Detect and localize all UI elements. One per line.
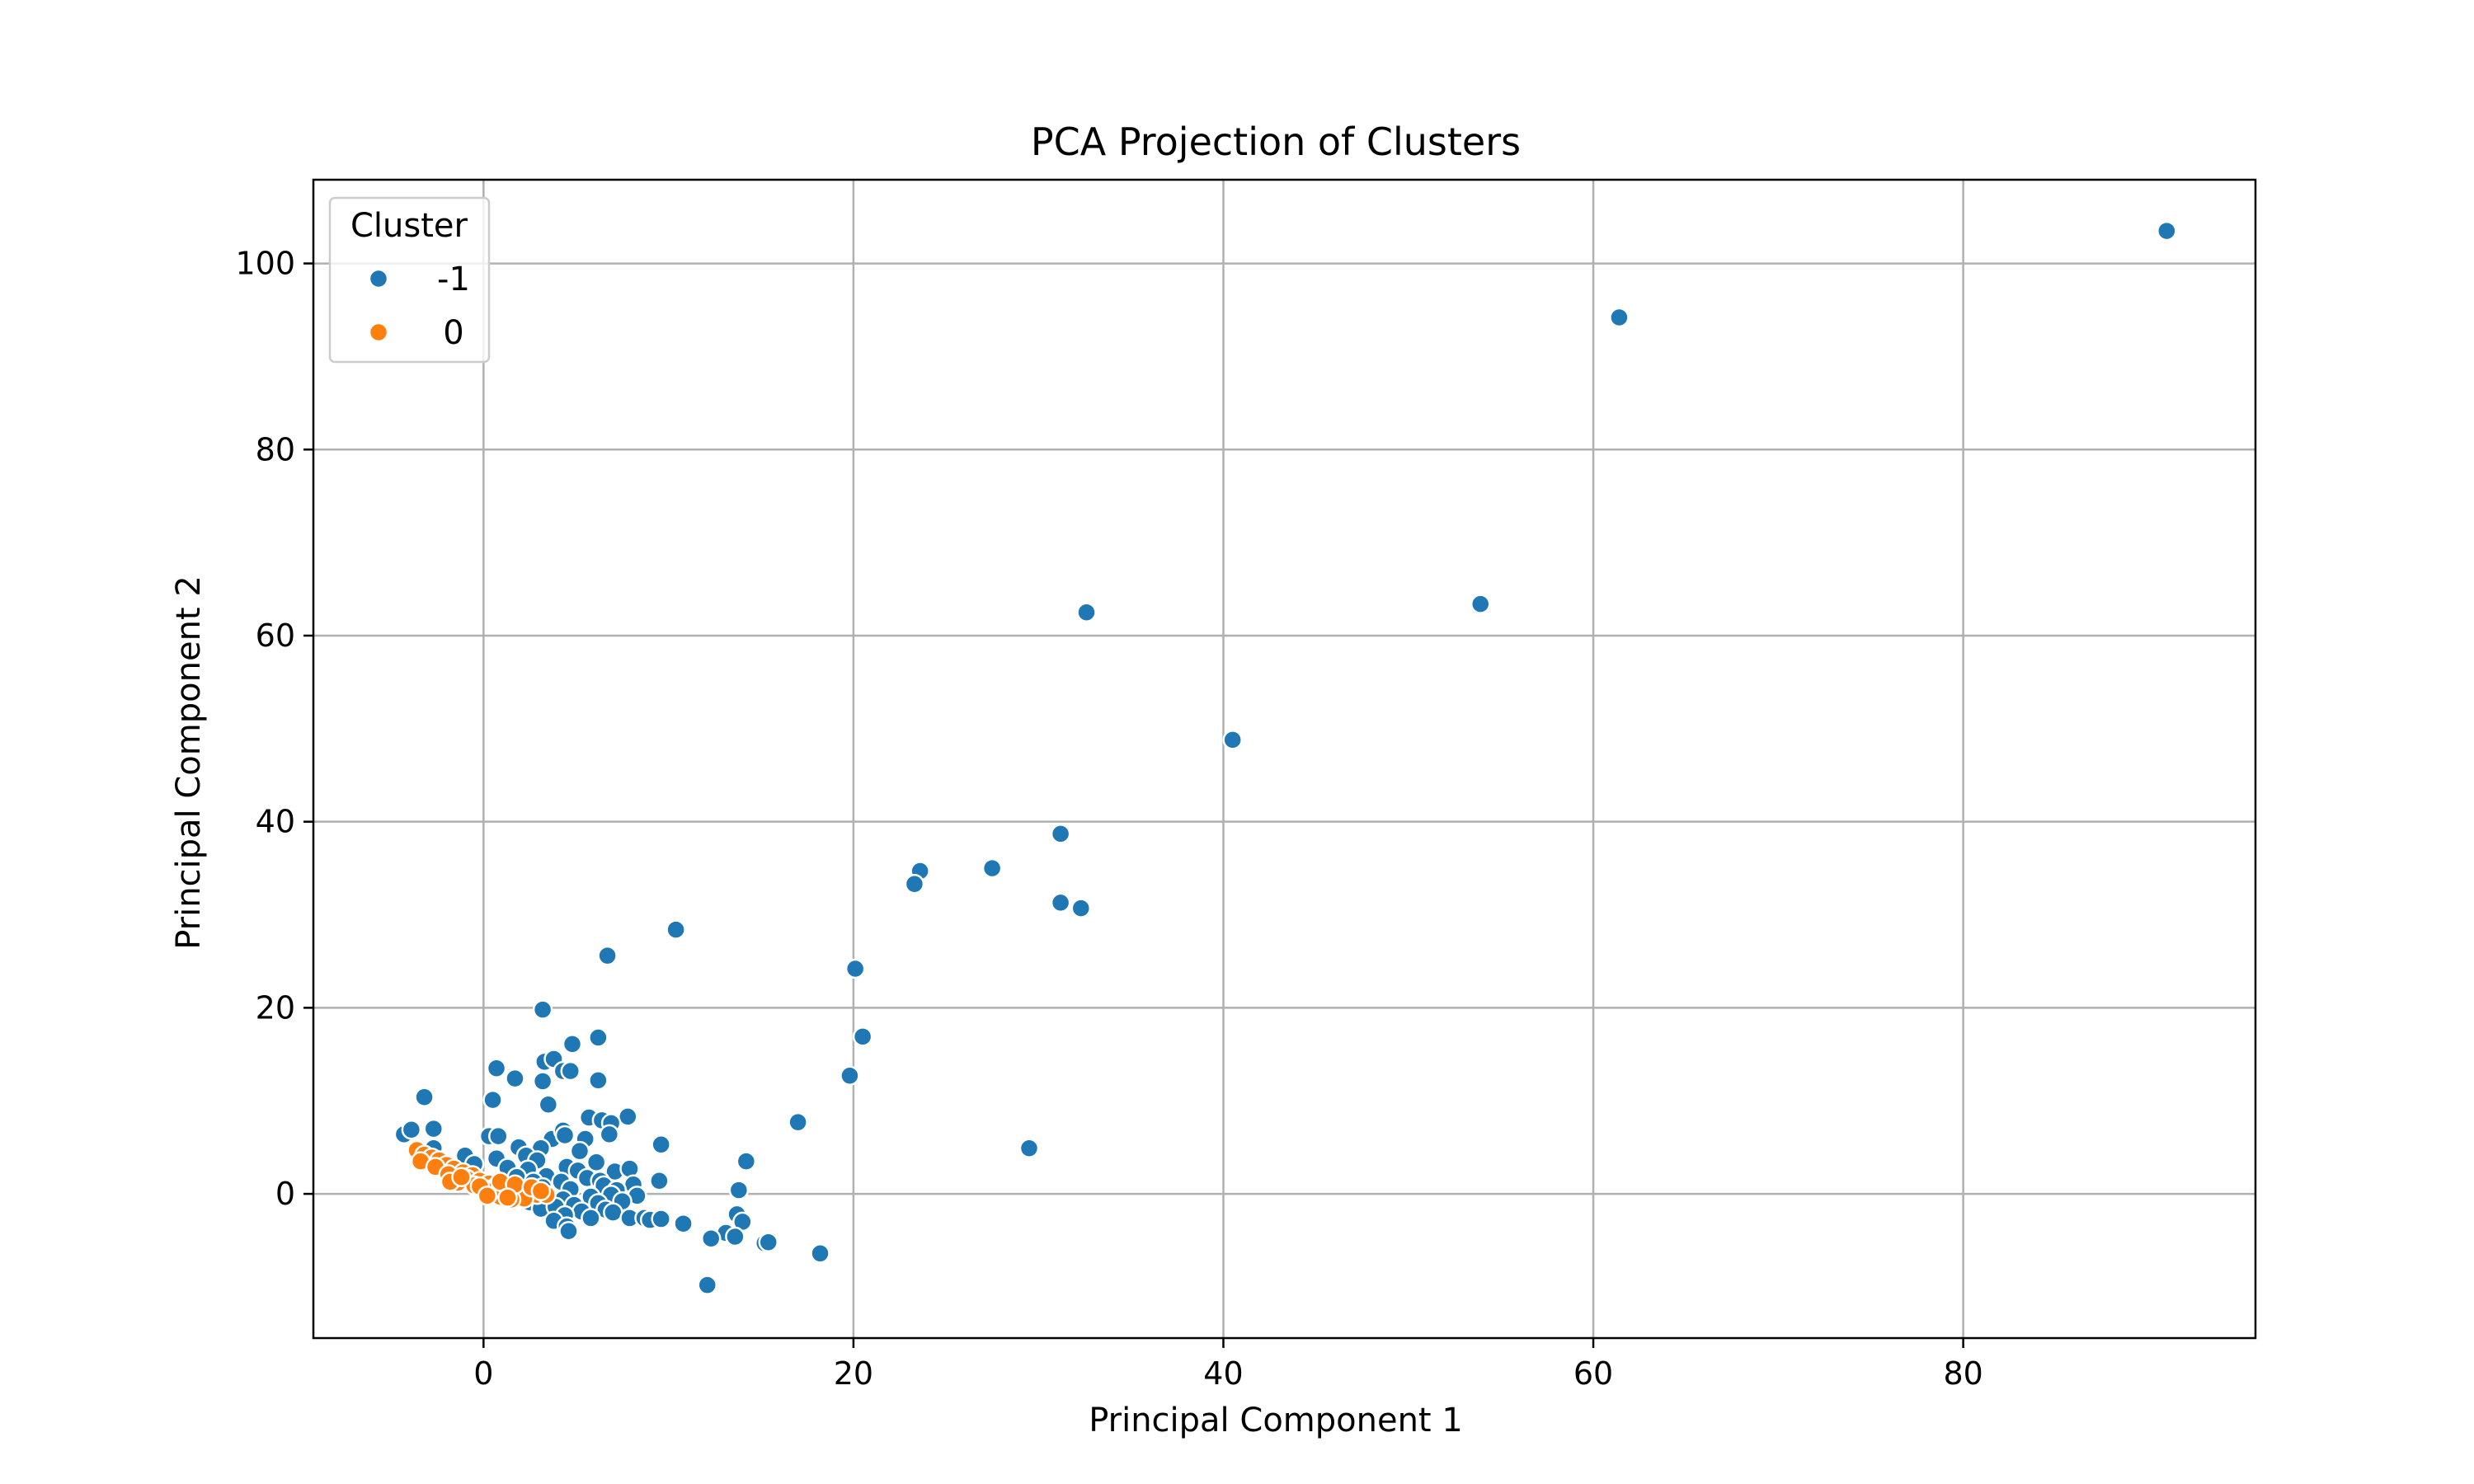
data-point-cluster--1	[852, 1026, 873, 1047]
y-tick-label: 80	[256, 431, 295, 467]
y-tick-label: 60	[256, 618, 295, 654]
data-point-cluster--1	[1222, 730, 1243, 750]
data-point-cluster--1	[588, 1070, 609, 1091]
legend-label-cluster--1: -1	[437, 261, 470, 298]
data-point-cluster--1	[649, 1171, 670, 1191]
data-point-cluster--1	[697, 1275, 717, 1295]
data-point-cluster--1	[486, 1058, 507, 1078]
y-tick-label: 40	[256, 804, 295, 840]
data-point-cluster--1	[1076, 602, 1097, 623]
data-point-cluster--1	[904, 874, 925, 895]
data-point-cluster--1	[651, 1209, 671, 1229]
axis-ticks: 0 20 40 60 80 0 20 40 60 80 100	[235, 246, 1982, 1392]
data-point-cluster--1	[728, 1180, 750, 1200]
data-point-cluster--1	[1470, 594, 1491, 614]
data-point-cluster--1	[401, 1119, 422, 1140]
x-tick-label: 40	[1203, 1355, 1243, 1392]
data-point-cluster--1	[1609, 307, 1630, 328]
data-point-cluster--1	[532, 1071, 553, 1092]
data-point-cluster--1	[725, 1226, 745, 1247]
x-axis-label: Principal Component 1	[1089, 1402, 1463, 1439]
data-point-cluster--1	[560, 1060, 581, 1082]
data-point-cluster--1	[505, 1068, 525, 1089]
data-point-cluster--1	[673, 1213, 694, 1234]
data-points	[393, 220, 2177, 1295]
data-point-cluster--1	[651, 1134, 671, 1155]
data-point-cluster-0	[451, 1167, 472, 1188]
legend-label-cluster-0: 0	[443, 314, 463, 352]
data-point-cluster--1	[1050, 892, 1071, 913]
data-point-cluster-0	[477, 1186, 498, 1206]
legend-box	[328, 196, 491, 364]
data-point-cluster--1	[569, 1140, 590, 1162]
data-point-cluster--1	[538, 1094, 559, 1115]
data-point-cluster--1	[588, 1027, 609, 1048]
data-point-cluster--1	[482, 1089, 503, 1111]
data-point-cluster--1	[603, 1202, 623, 1223]
data-point-cluster--1	[844, 958, 866, 979]
data-point-cluster--1	[581, 1208, 601, 1228]
data-point-cluster--1	[597, 945, 618, 966]
data-point-cluster--1	[1070, 898, 1092, 918]
data-point-cluster--1	[558, 1220, 579, 1242]
legend: Cluster -10	[328, 196, 491, 364]
x-tick-label: 20	[834, 1355, 873, 1392]
data-point-cluster--1	[788, 1111, 808, 1133]
data-point-cluster--1	[554, 1125, 576, 1146]
legend-title: Cluster	[350, 207, 468, 245]
data-point-cluster-0	[497, 1187, 518, 1208]
y-tick-label: 0	[275, 1176, 295, 1212]
chart-title: PCA Projection of Clusters	[1031, 120, 1521, 164]
data-point-cluster--1	[1050, 824, 1071, 844]
data-point-cluster--1	[2157, 220, 2177, 242]
data-point-cluster--1	[599, 1124, 620, 1145]
y-tick-label: 20	[256, 989, 295, 1026]
legend-marker-cluster--1	[368, 268, 389, 289]
data-point-cluster--1	[423, 1118, 444, 1139]
x-tick-label: 0	[473, 1355, 493, 1392]
data-point-cluster--1	[586, 1152, 607, 1172]
legend-marker-cluster-0	[368, 322, 389, 343]
data-point-cluster-0	[530, 1181, 552, 1201]
legend-items: -10	[368, 261, 470, 352]
plot-frame	[312, 178, 2257, 1340]
x-tick-label: 60	[1573, 1355, 1613, 1392]
data-point-cluster--1	[981, 857, 1003, 879]
data-point-cluster--1	[562, 1034, 583, 1054]
data-point-cluster--1	[758, 1232, 778, 1253]
y-axis-label: Principal Component 2	[170, 575, 208, 950]
x-tick-label: 80	[1943, 1355, 1982, 1392]
data-point-cluster--1	[532, 999, 553, 1020]
data-point-cluster--1	[700, 1228, 722, 1249]
data-point-cluster--1	[618, 1106, 638, 1127]
data-point-cluster--1	[1018, 1138, 1040, 1159]
data-point-cluster--1	[666, 919, 686, 940]
data-point-cluster--1	[414, 1087, 435, 1107]
data-point-cluster--1	[840, 1065, 860, 1087]
y-tick-label: 100	[235, 246, 295, 282]
data-point-cluster--1	[810, 1243, 830, 1264]
grid-lines	[313, 180, 2255, 1338]
data-point-cluster--1	[488, 1125, 509, 1147]
data-point-cluster--1	[736, 1151, 757, 1172]
